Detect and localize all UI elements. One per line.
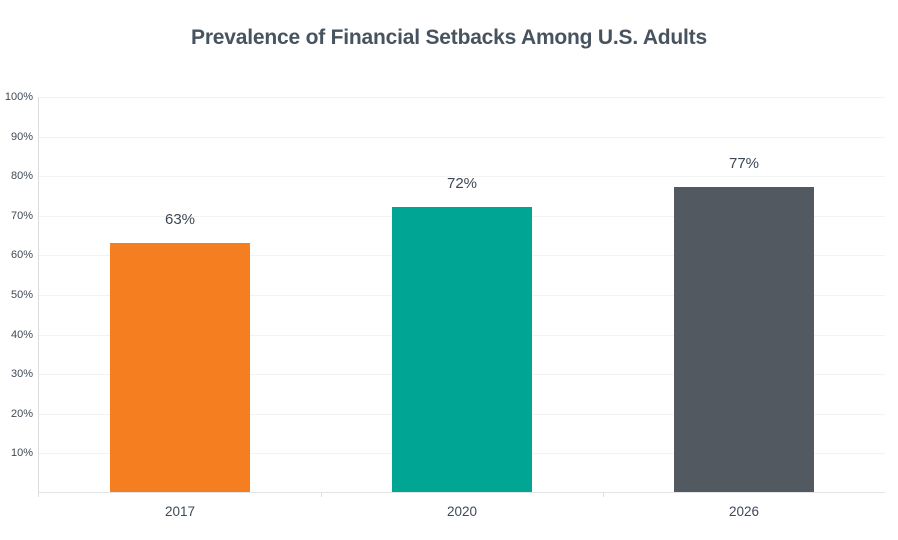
y-axis-tick-label: 10% [10,447,33,460]
gridline [39,136,885,138]
bar-value-label: 77% [728,155,760,173]
bar-2020 [392,206,532,492]
y-axis-tick-label: 30% [10,368,33,381]
plot-area: 63% 72% 77% [38,97,885,497]
x-axis-tick-label: 2020 [446,504,478,519]
y-axis-tick-label: 40% [10,328,33,341]
y-axis-tick-label: 50% [10,289,33,301]
x-axis-tick-label: 2026 [728,504,760,519]
y-axis-tick-label: 80% [10,170,33,183]
chart-title: Prevalence of Financial Setbacks Among U… [191,26,707,49]
y-axis-tick-label: 20% [10,407,33,420]
y-axis-tick-label: 70% [10,209,33,222]
bar-value-label: 63% [164,210,196,228]
x-axis-baseline [39,492,885,493]
bar-2017 [110,242,250,492]
y-axis-tick-label: 90% [10,130,33,143]
y-axis-line [38,97,39,497]
gridline [39,176,885,178]
category-boundary-tick [603,493,604,497]
bar-2026 [674,187,814,492]
gridline [39,97,885,98]
x-axis-tick-label: 2017 [164,504,196,519]
bar-value-label: 72% [446,174,478,192]
y-axis-tick-label: 100% [4,91,33,103]
category-boundary-tick [321,493,322,497]
y-axis-tick-label: 60% [10,249,33,262]
